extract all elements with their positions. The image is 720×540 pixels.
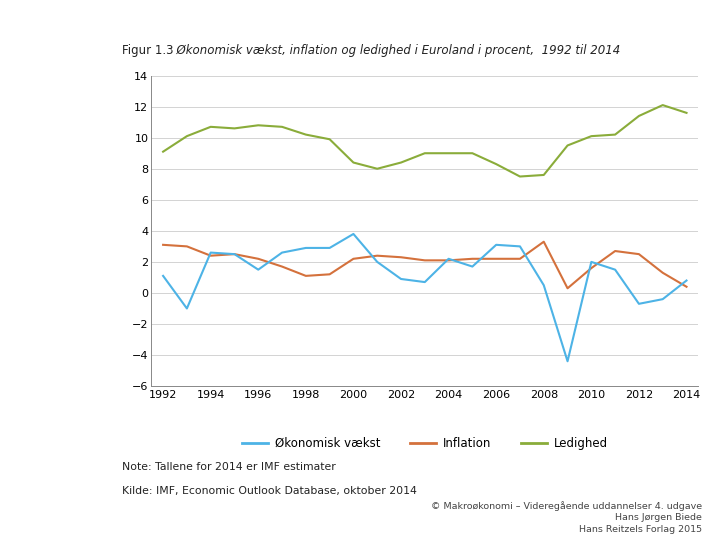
Legend: Økonomisk vækst, Inflation, Ledighed: Økonomisk vækst, Inflation, Ledighed: [237, 433, 613, 455]
Text: Hans Jørgen Biede: Hans Jørgen Biede: [615, 513, 702, 522]
Text: økonomi: økonomi: [36, 359, 54, 446]
Text: Hans Reitzels Forlag 2015: Hans Reitzels Forlag 2015: [579, 525, 702, 534]
Text: Figur 1.3: Figur 1.3: [122, 44, 174, 57]
Text: Kilde: IMF, Economic Outlook Database, oktober 2014: Kilde: IMF, Economic Outlook Database, o…: [122, 486, 418, 496]
Text: Note: Tallene for 2014 er IMF estimater: Note: Tallene for 2014 er IMF estimater: [122, 462, 336, 472]
Text: Hans Jørgen Biede: Hans Jørgen Biede: [40, 123, 50, 201]
Text: Økonomisk vækst, inflation og ledighed i Euroland i procent,  1992 til 2014: Økonomisk vækst, inflation og ledighed i…: [169, 44, 621, 57]
Text: HR: HR: [30, 502, 60, 519]
Text: © Makroøkonomi – Videregående uddannelser 4. udgave: © Makroøkonomi – Videregående uddannelse…: [431, 501, 702, 511]
Text: MAKRO: MAKRO: [36, 265, 54, 340]
